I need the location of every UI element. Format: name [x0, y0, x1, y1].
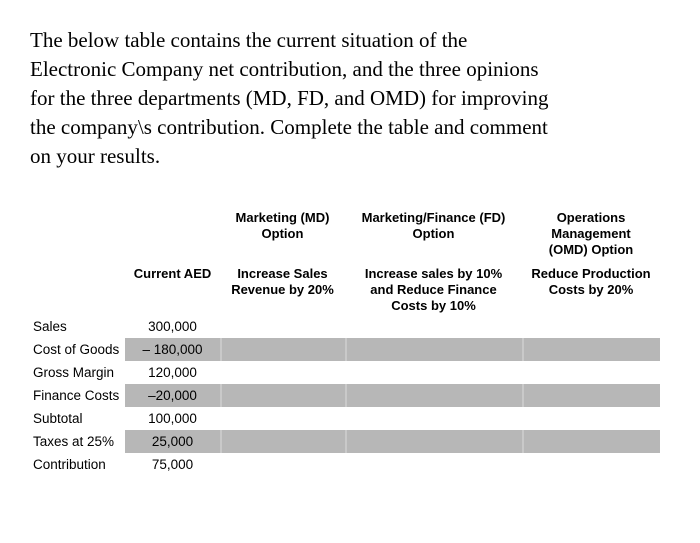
table-row: Finance Costs –20,000	[30, 384, 660, 407]
current-aed-value: 100,000	[148, 411, 197, 426]
row-label: Subtotal	[33, 411, 83, 426]
fd-option-cell	[345, 384, 522, 407]
fd-option-cell	[345, 430, 522, 453]
table-row: Subtotal 100,000	[30, 407, 660, 430]
row-label: Contribution	[33, 457, 106, 472]
option-header-row: Marketing (MD) Option Marketing/Finance …	[30, 210, 660, 266]
md-option-cell	[220, 361, 345, 384]
table-row: Sales 300,000	[30, 315, 660, 338]
fd-option-cell	[345, 361, 522, 384]
current-aed-value: 300,000	[148, 319, 197, 334]
column-subheader-fd-action: Increase sales by 10% and Reduce Finance…	[364, 266, 503, 313]
fd-option-cell	[345, 407, 522, 430]
md-option-cell	[220, 384, 345, 407]
column-header-current-aed: Current AED	[133, 266, 212, 281]
table-row: Contribution 75,000	[30, 453, 660, 476]
md-option-cell	[220, 430, 345, 453]
md-option-cell	[220, 407, 345, 430]
subheader-row: Current AED Increase Sales Revenue by 20…	[30, 266, 660, 315]
fd-option-cell	[345, 453, 522, 476]
row-label: Taxes at 25%	[33, 434, 115, 449]
omd-option-cell	[522, 338, 660, 361]
omd-option-cell	[522, 384, 660, 407]
md-option-cell	[220, 453, 345, 476]
table-row: Taxes at 25% 25,000	[30, 430, 660, 453]
row-label: Cost of Goods	[33, 342, 120, 357]
md-option-cell	[220, 338, 345, 361]
table-body: Sales 300,000 Cost of Goods – 180,000 Gross …	[30, 315, 660, 476]
table-row: Gross Margin 120,000	[30, 361, 660, 384]
omd-option-cell	[522, 430, 660, 453]
omd-option-cell	[522, 361, 660, 384]
current-aed-value: 25,000	[125, 430, 220, 453]
row-label: Gross Margin	[33, 365, 115, 380]
omd-option-cell	[522, 315, 660, 338]
current-aed-value: –20,000	[125, 384, 220, 407]
empty-header-cell	[125, 210, 220, 266]
fd-option-cell	[345, 338, 522, 361]
omd-option-cell	[522, 453, 660, 476]
column-header-fd-option: Marketing/Finance (FD) Option	[361, 210, 506, 241]
empty-header-cell	[30, 210, 125, 266]
row-label: Finance Costs	[33, 388, 120, 403]
current-aed-value: 75,000	[151, 457, 194, 472]
current-aed-value: – 180,000	[125, 338, 220, 361]
column-subheader-omd-action: Reduce Production Costs by 20%	[531, 266, 651, 297]
empty-header-cell	[30, 266, 125, 315]
current-aed-value: 120,000	[148, 365, 197, 380]
contribution-table: Marketing (MD) Option Marketing/Finance …	[30, 210, 660, 476]
column-header-md-option: Marketing (MD) Option	[235, 210, 330, 241]
md-option-cell	[220, 315, 345, 338]
table-row: Cost of Goods – 180,000	[30, 338, 660, 361]
problem-statement: The below table contains the current sit…	[30, 28, 549, 168]
row-label: Sales	[33, 319, 67, 334]
column-header-omd-option: Operations Management (OMD) Option	[548, 210, 634, 257]
fd-option-cell	[345, 315, 522, 338]
omd-option-cell	[522, 407, 660, 430]
column-subheader-md-action: Increase Sales Revenue by 20%	[231, 266, 334, 297]
